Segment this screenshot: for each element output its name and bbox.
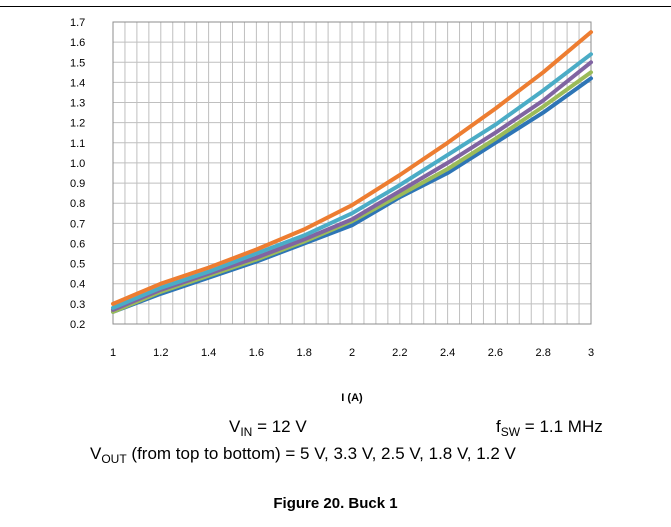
y-tick-label: 1.6: [70, 37, 85, 49]
y-tick-label: 0.7: [70, 218, 85, 230]
x-tick-label: 2.2: [392, 347, 407, 359]
figure-caption: Figure 20. Buck 1: [273, 495, 398, 512]
vout-value: (from top to bottom) = 5 V, 3.3 V, 2.5 V…: [126, 444, 516, 463]
vin-value: = 12 V: [252, 417, 307, 436]
top-rule: [0, 6, 671, 7]
vin-subscript: IN: [240, 425, 253, 439]
series-line: [111, 52, 593, 310]
x-tick-label: 1.8: [297, 347, 312, 359]
vout-condition: VOUT (from top to bottom) = 5 V, 3.3 V, …: [90, 444, 516, 466]
y-tick-label: 1.7: [70, 17, 85, 29]
series-lines: [111, 30, 593, 314]
y-tick-label: 0.9: [70, 178, 85, 190]
x-tick-label: 1.2: [153, 347, 168, 359]
x-tick-label: 2.8: [536, 347, 551, 359]
y-tick-label: 0.5: [70, 259, 85, 271]
fsw-symbol: f: [496, 417, 501, 436]
y-tick-label: 1.5: [70, 57, 85, 69]
y-tick-labels: 0.2 0.3 0.4 0.5 0.6 0.7 0.8 0.9 1.0 1.1 1.2 1.3 1.4 1…: [70, 17, 85, 331]
y-tick-label: 1.1: [70, 138, 85, 150]
axes: [112, 21, 592, 325]
x-tick-label: 2: [349, 347, 355, 359]
x-tick-label: 1.6: [249, 347, 264, 359]
x-tick-labels: 1 1.2 1.4 1.6 1.8 2 2.2 2.4 2.6 2.8 3: [110, 347, 594, 359]
vin-symbol: V: [229, 417, 241, 436]
x-tick-label: 1: [110, 347, 116, 359]
fsw-subscript: SW: [500, 425, 521, 439]
y-tick-label: 1.0: [70, 158, 85, 170]
x-tick-label: 2.4: [440, 347, 455, 359]
y-tick-label: 0.6: [70, 238, 85, 250]
fsw-condition: fSW = 1.1 MHz: [496, 417, 603, 439]
x-tick-label: 2.6: [488, 347, 503, 359]
plot-frame: [112, 21, 592, 325]
y-tick-label: 1.4: [70, 77, 85, 89]
vin-condition: VIN = 12 V: [229, 417, 307, 439]
x-tick-label: 3: [588, 347, 594, 359]
y-tick-label: 0.8: [70, 198, 85, 210]
vout-subscript: OUT: [101, 452, 127, 466]
vout-symbol: V: [90, 444, 102, 463]
x-axis-label: I (A): [341, 392, 363, 404]
y-tick-label: 1.3: [70, 98, 85, 110]
y-tick-label: 0.2: [70, 319, 85, 331]
y-tick-label: 0.3: [70, 299, 85, 311]
fsw-value: = 1.1 MHz: [520, 417, 603, 436]
chart: 0.20.30.40.50.60.70.80.91.01.11.21.31.41…: [70, 17, 594, 404]
y-tick-label: 0.4: [70, 279, 85, 291]
y-tick-label: 1.2: [70, 118, 85, 130]
x-tick-label: 1.4: [201, 347, 216, 359]
series-line: [111, 30, 593, 306]
